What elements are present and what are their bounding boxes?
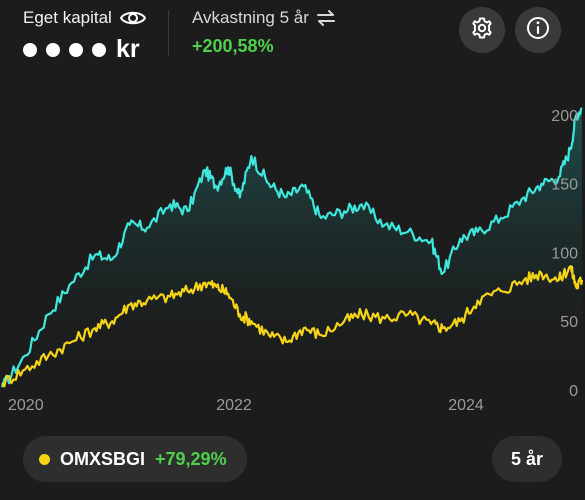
mask-dot: [92, 42, 106, 57]
x-tick-label: 2020: [8, 397, 44, 414]
return-block[interactable]: Avkastning 5 år +200,58%: [192, 8, 336, 57]
chart-canvas: 0 50 100 150 200 2020 2022 2024: [0, 107, 584, 414]
return-value: +200,58%: [192, 36, 274, 56]
x-tick-label: 2022: [216, 397, 252, 414]
mask-dot: [69, 42, 83, 57]
header-divider: [168, 10, 169, 56]
benchmark-color-dot: [39, 453, 50, 465]
equity-block: Eget kapital kr: [23, 8, 146, 64]
equity-label: Eget kapital: [23, 8, 112, 27]
balance-value: kr: [23, 35, 146, 64]
y-tick-label: 100: [551, 245, 578, 262]
info-icon: [526, 16, 550, 45]
y-tick-label: 50: [560, 314, 578, 331]
footer: OMXSBGI +79,29% 5 år: [0, 436, 585, 482]
equity-label-row: Eget kapital: [23, 8, 146, 28]
y-tick-label: 0: [569, 383, 578, 400]
x-tick-label: 2024: [448, 397, 484, 414]
info-button[interactable]: [515, 7, 561, 53]
benchmark-name: OMXSBGI: [60, 448, 146, 469]
balance-currency: kr: [116, 35, 140, 63]
settings-button[interactable]: [459, 7, 505, 53]
y-tick-label: 200: [551, 108, 578, 125]
benchmark-return: +79,29%: [155, 448, 227, 469]
return-label: Avkastning 5 år: [192, 8, 309, 27]
mask-dot: [46, 42, 60, 57]
portfolio-area-fill: [2, 108, 582, 390]
benchmark-line: [1, 265, 584, 388]
portfolio-line: [0, 107, 583, 388]
swap-arrows-icon[interactable]: [316, 10, 336, 26]
period-button[interactable]: 5 år: [492, 436, 562, 482]
return-label-row: Avkastning 5 år: [192, 8, 336, 28]
y-tick-label: 150: [551, 177, 578, 194]
hidden-balance-dots: [23, 42, 106, 57]
gear-icon: [470, 16, 494, 45]
mask-dot: [23, 42, 37, 57]
performance-chart[interactable]: 0 50 100 150 200 2020 2022 2024: [0, 90, 585, 420]
benchmark-pill[interactable]: OMXSBGI +79,29%: [23, 436, 247, 482]
header: Eget kapital kr Avkastning 5 år: [0, 0, 585, 70]
eye-icon[interactable]: [119, 9, 146, 27]
